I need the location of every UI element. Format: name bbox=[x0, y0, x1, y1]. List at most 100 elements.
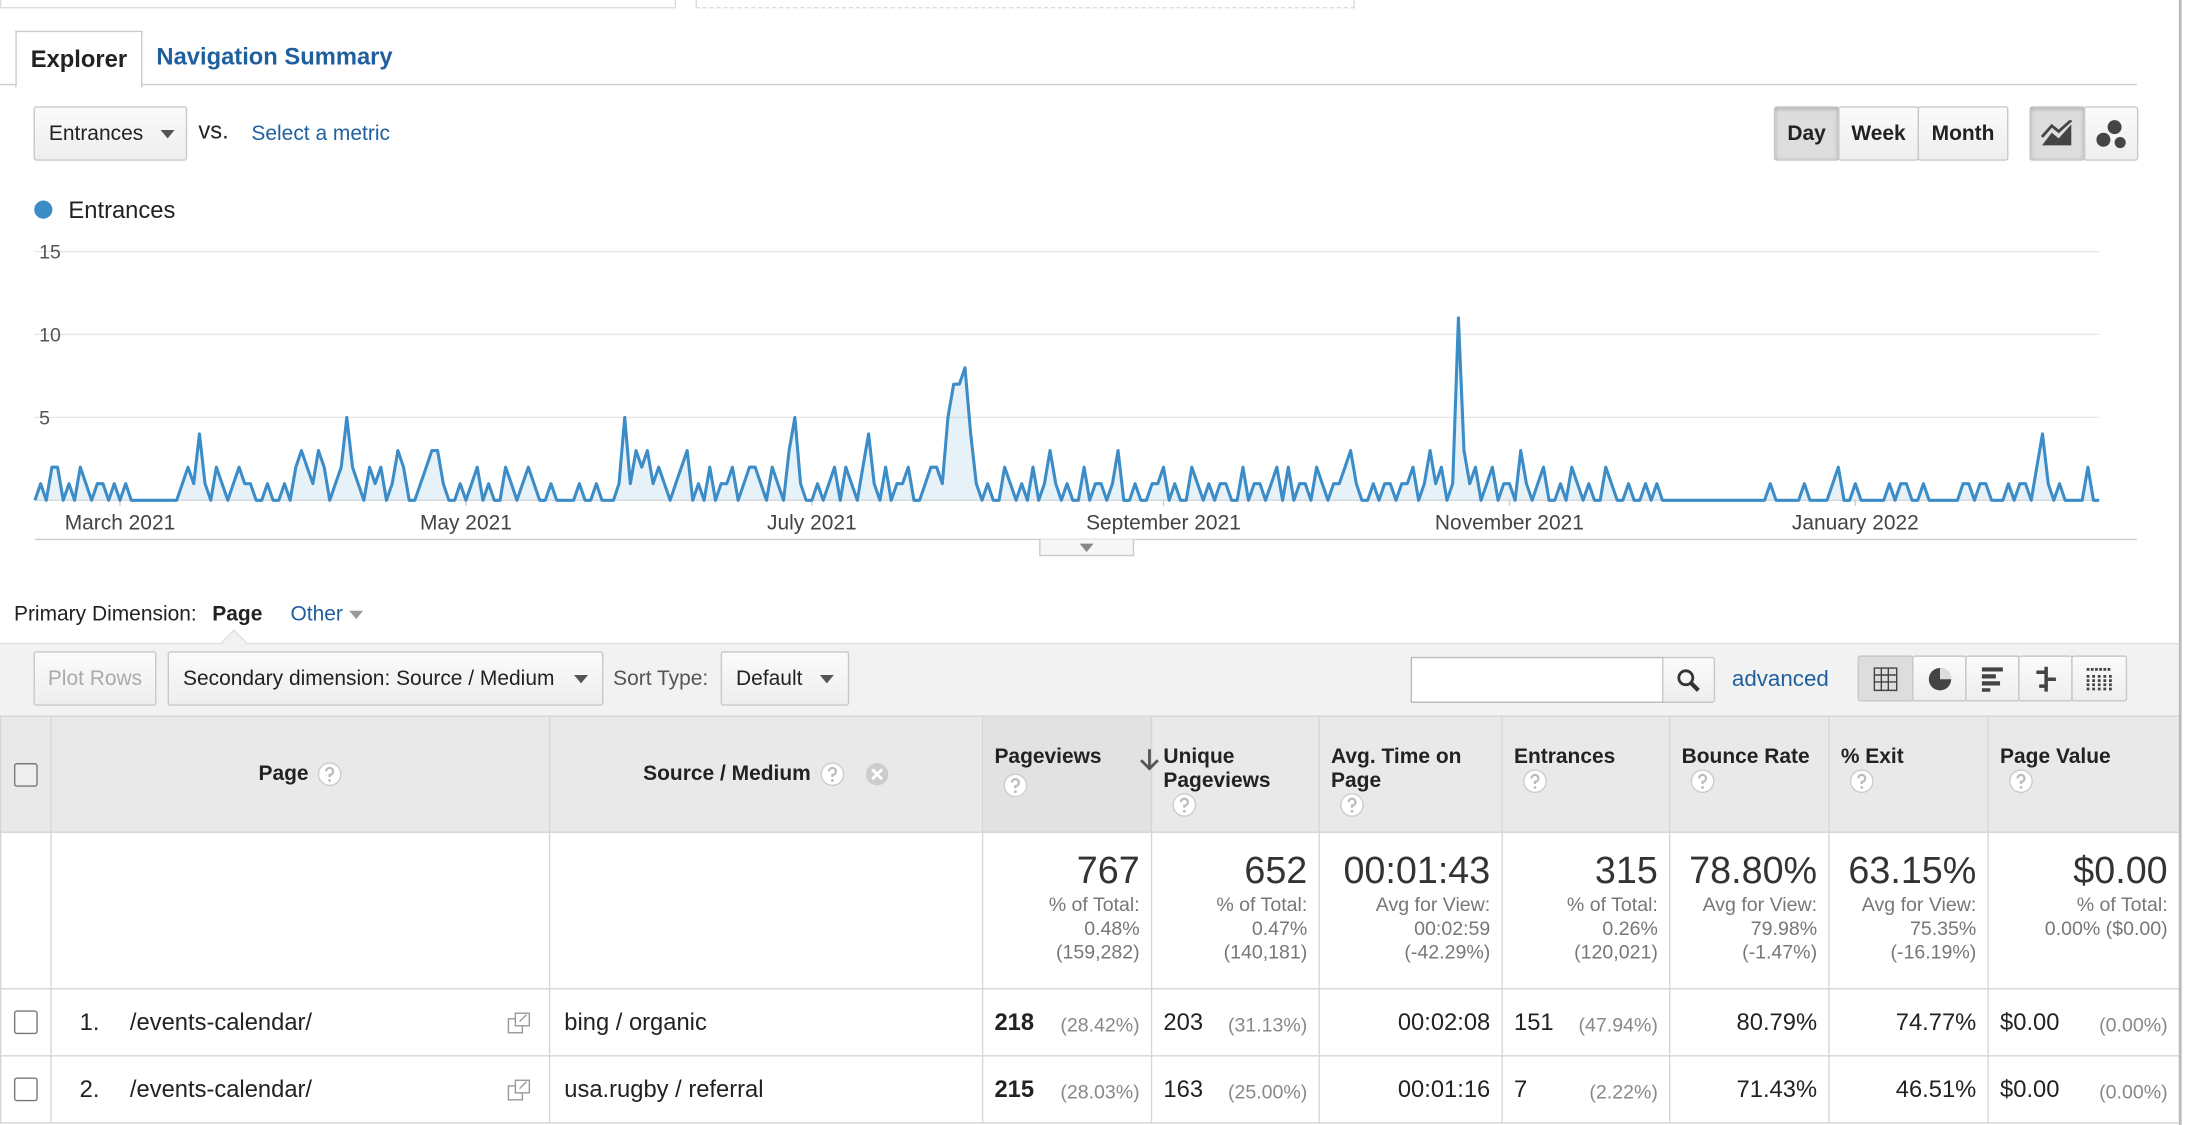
line-chart-button[interactable] bbox=[2029, 106, 2086, 161]
page-path[interactable]: /events-calendar/ bbox=[129, 1075, 313, 1102]
bubble-icon bbox=[2095, 119, 2126, 148]
remove-icon[interactable] bbox=[864, 762, 889, 787]
total-value: 63.15% bbox=[1848, 849, 1977, 892]
motion-chart-button[interactable] bbox=[2083, 106, 2139, 161]
header-label[interactable]: Source / Medium bbox=[643, 761, 811, 786]
help-icon[interactable] bbox=[1003, 773, 1028, 798]
page-cell: 2. /events-calendar/ bbox=[50, 1055, 551, 1124]
total-detail: % of Total: bbox=[2076, 893, 2168, 916]
help-icon[interactable] bbox=[819, 762, 844, 787]
total-value: 767 bbox=[1076, 849, 1140, 892]
total-detail: 75.35% bbox=[1909, 916, 1977, 940]
caret bbox=[574, 675, 589, 684]
primary-dimension-other[interactable]: Other bbox=[290, 602, 343, 627]
header-label[interactable]: Page bbox=[258, 761, 309, 786]
total-detail: (-16.19%) bbox=[1890, 940, 1977, 963]
open-page-icon[interactable] bbox=[507, 1012, 532, 1034]
legend-label: Entrances bbox=[68, 197, 175, 224]
top-field bbox=[695, 0, 1355, 9]
metric-cell: 163 (25.00%) bbox=[1150, 1055, 1320, 1124]
metric-share: (0.00%) bbox=[2099, 1079, 2168, 1102]
total-detail: 0.48% bbox=[1084, 916, 1140, 940]
header-label[interactable]: Pageviews bbox=[994, 744, 1102, 769]
cell bbox=[50, 831, 551, 990]
interval-button[interactable]: Month bbox=[1917, 106, 2009, 161]
metric-cell: 46.51% bbox=[1828, 1055, 1989, 1124]
total-value: 78.80% bbox=[1689, 849, 1818, 892]
header-cell: Page bbox=[50, 715, 551, 833]
search-button[interactable] bbox=[1662, 656, 1716, 703]
header-cell: % Exit bbox=[1828, 715, 1989, 833]
metric-value: 163 bbox=[1163, 1075, 1204, 1102]
view-button[interactable] bbox=[2018, 655, 2073, 702]
tab[interactable]: Explorer bbox=[15, 30, 143, 89]
metric-value: 218 bbox=[994, 1008, 1035, 1035]
legend-swatch bbox=[34, 200, 53, 219]
source-cell: usa.rugby / referral bbox=[548, 1055, 984, 1124]
plot-rows-button[interactable]: Plot Rows bbox=[33, 651, 157, 706]
page-path[interactable]: /events-calendar/ bbox=[129, 1008, 313, 1035]
primary-dimension-active[interactable]: Page bbox=[212, 602, 263, 627]
search-input[interactable] bbox=[1410, 656, 1665, 703]
sort-type-dropdown[interactable]: Default bbox=[720, 651, 850, 706]
top-field bbox=[0, 0, 676, 9]
line-icon bbox=[2040, 119, 2073, 145]
help-icon[interactable] bbox=[1172, 792, 1197, 817]
view-button[interactable] bbox=[1912, 655, 1967, 702]
header-label[interactable]: Bounce Rate bbox=[1681, 744, 1810, 769]
metric-value: 203 bbox=[1163, 1008, 1204, 1035]
metric-label: Entrances bbox=[48, 121, 144, 146]
y-tick-label: 5 bbox=[39, 407, 50, 429]
help-icon[interactable] bbox=[2008, 769, 2033, 794]
select-metric[interactable]: Select a metric bbox=[251, 121, 390, 146]
header-label[interactable]: Entrances bbox=[1514, 744, 1616, 769]
metric-value: 80.79% bbox=[1736, 1008, 1818, 1035]
x-tick-label: May 2021 bbox=[420, 512, 512, 535]
total-detail: 0.47% bbox=[1251, 916, 1308, 940]
help-icon[interactable] bbox=[317, 762, 342, 787]
total-detail: 0.26% bbox=[1602, 916, 1658, 940]
interval-button[interactable]: Day bbox=[1773, 106, 1840, 161]
checkbox[interactable] bbox=[13, 1010, 38, 1035]
totals-row: 767% of Total: 0.48% (159,282) 652% of Tota… bbox=[0, 831, 2181, 990]
pie-icon bbox=[1928, 667, 1951, 690]
checkbox[interactable] bbox=[13, 1077, 38, 1102]
metric-cell: 00:01:16 bbox=[1318, 1055, 1503, 1124]
secondary-dimension-dropdown[interactable]: Secondary dimension: Source / Medium bbox=[167, 651, 604, 706]
x-tick-label: July 2021 bbox=[767, 512, 857, 535]
open-page-icon[interactable] bbox=[507, 1079, 532, 1101]
x-tick-label: September 2021 bbox=[1086, 512, 1241, 535]
header-label[interactable]: Page Value bbox=[2000, 744, 2111, 769]
help-icon[interactable] bbox=[1522, 769, 1547, 794]
interval-button[interactable]: Week bbox=[1838, 106, 1920, 161]
checkbox[interactable] bbox=[13, 762, 38, 787]
total-detail: % of Total: bbox=[1216, 893, 1308, 916]
total-detail: Avg for View: bbox=[1375, 893, 1491, 916]
help-icon[interactable] bbox=[1690, 769, 1715, 794]
metric-share: (28.42%) bbox=[1060, 1012, 1140, 1035]
view-button[interactable] bbox=[2071, 655, 2128, 702]
chart-collapse[interactable] bbox=[1039, 539, 1135, 557]
sort-arrow[interactable] bbox=[1140, 749, 1160, 771]
header-label[interactable]: Unique Pageviews bbox=[1163, 744, 1271, 793]
tab[interactable]: Navigation Summary bbox=[156, 43, 393, 70]
metric-cell: 215 (28.03%) bbox=[981, 1055, 1153, 1124]
view-button[interactable] bbox=[1857, 655, 1914, 702]
header-label[interactable]: % Exit bbox=[1840, 744, 1904, 769]
metric-dropdown[interactable]: Entrances bbox=[33, 106, 188, 161]
data-row: 2. /events-calendar/usa.rugby / referral 2… bbox=[0, 1055, 2181, 1124]
metric-cell: 71.43% bbox=[1669, 1055, 1830, 1124]
tab-rule bbox=[0, 83, 2137, 86]
pivot-icon bbox=[2086, 667, 2112, 690]
help-icon[interactable] bbox=[1339, 792, 1364, 817]
total-value: 652 bbox=[1244, 849, 1308, 892]
sort-type-label: Sort Type: bbox=[613, 666, 709, 691]
advanced-link[interactable]: advanced bbox=[1731, 668, 1829, 692]
total-detail: % of Total: bbox=[1566, 893, 1658, 916]
help-icon[interactable] bbox=[1849, 769, 1874, 794]
view-button[interactable] bbox=[1965, 655, 2020, 702]
header-label[interactable]: Avg. Time on Page bbox=[1331, 744, 1462, 793]
cell bbox=[0, 988, 52, 1057]
total-detail: (140,181) bbox=[1223, 940, 1308, 963]
